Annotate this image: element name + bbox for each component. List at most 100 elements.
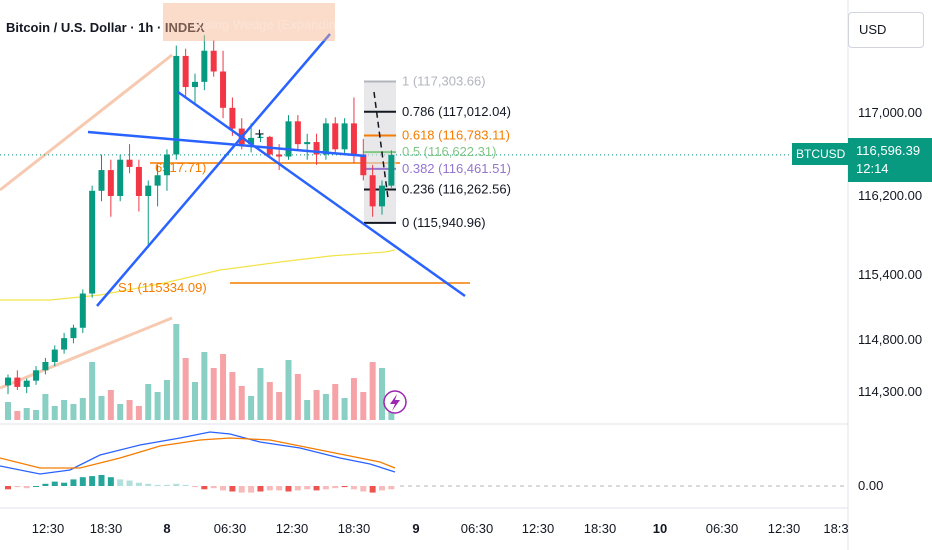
candle-body-9: [89, 190, 96, 294]
macd-histogram-bar-9: [89, 476, 96, 486]
volume-bar-1: [14, 411, 21, 420]
candle-body-6: [61, 338, 68, 350]
candle-body-41: [388, 154, 395, 186]
candle-body-31: [294, 121, 301, 145]
macd-histogram-bar-20: [192, 486, 198, 488]
volume-bar-32: [304, 400, 311, 420]
macd-histogram-bar-24: [229, 486, 236, 492]
volume-bar-21: [201, 352, 208, 420]
candle-body-29: [276, 154, 283, 157]
symbol-title: Bitcoin / U.S. Dollar · 1h · INDEX: [6, 20, 205, 35]
volume-bar-18: [173, 324, 180, 420]
volume-bar-24: [229, 372, 236, 420]
macd-histogram-bar-36: [341, 486, 348, 488]
time-axis-tick-9: 18:30: [584, 521, 617, 536]
time-axis-tick-8: 12:30: [522, 521, 555, 536]
macd-histogram-bar-7: [70, 479, 77, 486]
candle-body-5: [51, 349, 58, 362]
volume-bar-35: [332, 384, 339, 420]
macd-histogram-bar-13: [126, 480, 133, 486]
volume-bar-33: [313, 390, 320, 420]
macd-histogram-bar-30: [285, 486, 292, 492]
volume-bar-27: [257, 368, 264, 420]
volume-bar-22: [210, 368, 217, 420]
macd-histogram-bar-28: [266, 486, 273, 491]
currency-button[interactable]: USD: [848, 12, 924, 48]
macd-axis-tick-0: 0.00: [858, 478, 883, 493]
volume-bar-15: [145, 384, 152, 420]
volume-bar-9: [89, 362, 96, 420]
fib-level-label-3: 0.5 (116,622.31): [402, 144, 496, 159]
time-axis-tick-13: 18:3: [823, 521, 848, 536]
price-axis-tick-4: 114,300.00: [858, 384, 922, 399]
volume-bar-39: [369, 362, 376, 420]
volume-bar-34: [322, 394, 329, 420]
candle-body-27: [257, 136, 264, 138]
volume-bar-16: [154, 392, 161, 420]
macd-histogram-bar-4: [42, 483, 49, 486]
candle-body-15: [145, 185, 152, 196]
volume-bar-38: [360, 392, 367, 420]
candle-body-26: [248, 137, 255, 145]
macd-line: [0, 431, 396, 475]
volume-bar-28: [266, 382, 273, 420]
candle-body-38: [360, 154, 367, 176]
time-axis-tick-10: 10: [653, 521, 667, 536]
volume-bar-40: [379, 368, 385, 420]
candle-body-1: [14, 377, 21, 387]
volume-bar-13: [126, 400, 133, 420]
macd-histogram-bar-14: [135, 482, 142, 486]
macd-histogram-bar-33: [313, 486, 320, 491]
candle-body-17: [163, 154, 170, 176]
fib-level-label-0: 1 (117,303.66): [402, 73, 486, 88]
volume-bar-2: [23, 408, 30, 420]
macd-histogram-bar-21: [201, 486, 208, 490]
fib-level-label-5: 0.236 (116,262.56): [402, 182, 511, 197]
macd-histogram-bar-1: [14, 486, 21, 488]
fib-level-label-1: 0.786 (117,012.04): [402, 104, 511, 119]
pattern-label[interactable]: Rising Wedge (Expanding): [163, 3, 335, 41]
wedge-falling-line: [177, 90, 466, 298]
candle-body-10: [98, 170, 105, 191]
price-axis-tick-1: 116,200.00: [858, 188, 922, 203]
volume-bar-31: [294, 374, 301, 420]
macd-histogram-bar-32: [304, 486, 311, 490]
volume-bar-4: [42, 394, 49, 420]
candle-body-30: [285, 121, 292, 157]
candle-body-14: [135, 166, 142, 196]
candle-body-37: [350, 123, 357, 155]
volume-bar-29: [276, 392, 283, 420]
time-axis-tick-3: 06:30: [214, 521, 247, 536]
macd-histogram-bar-2: [23, 486, 30, 489]
time-axis-tick-11: 06:30: [706, 521, 739, 536]
candle-body-11: [107, 170, 114, 196]
macd-histogram-bar-25: [238, 486, 245, 493]
macd-histogram-bar-37: [350, 486, 357, 490]
candle-body-39: [369, 175, 376, 207]
macd-histogram-bar-31: [294, 486, 301, 491]
fib-level-label-6: 0 (115,940.96): [402, 215, 486, 230]
candle-body-34: [322, 123, 329, 155]
macd-histogram-bar-39: [369, 486, 376, 493]
candle-body-40: [379, 185, 385, 207]
bar-countdown: 12:14: [856, 161, 889, 176]
macd-histogram-bar-12: [117, 479, 124, 486]
wedge-rising-line: [96, 33, 331, 307]
ticker-badge: BTCUSD: [792, 143, 848, 165]
candle-body-20: [192, 81, 198, 88]
macd-histogram-bar-0: [5, 486, 11, 490]
macd-histogram-bar-34: [322, 486, 329, 490]
macd-histogram-bar-27: [257, 486, 264, 492]
volume-bar-17: [163, 380, 170, 420]
pivot-p-label: 6517.71): [155, 160, 206, 175]
channel-upper-line: [0, 53, 173, 192]
channel-lower-line: [0, 316, 173, 390]
candle-body-12: [117, 159, 124, 196]
candle-body-36: [341, 123, 348, 150]
fib-trend-line: [373, 91, 389, 199]
macd-histogram-bar-3: [33, 486, 40, 487]
time-axis-tick-0: 12:30: [32, 521, 65, 536]
cross-marker: +: [254, 127, 265, 142]
